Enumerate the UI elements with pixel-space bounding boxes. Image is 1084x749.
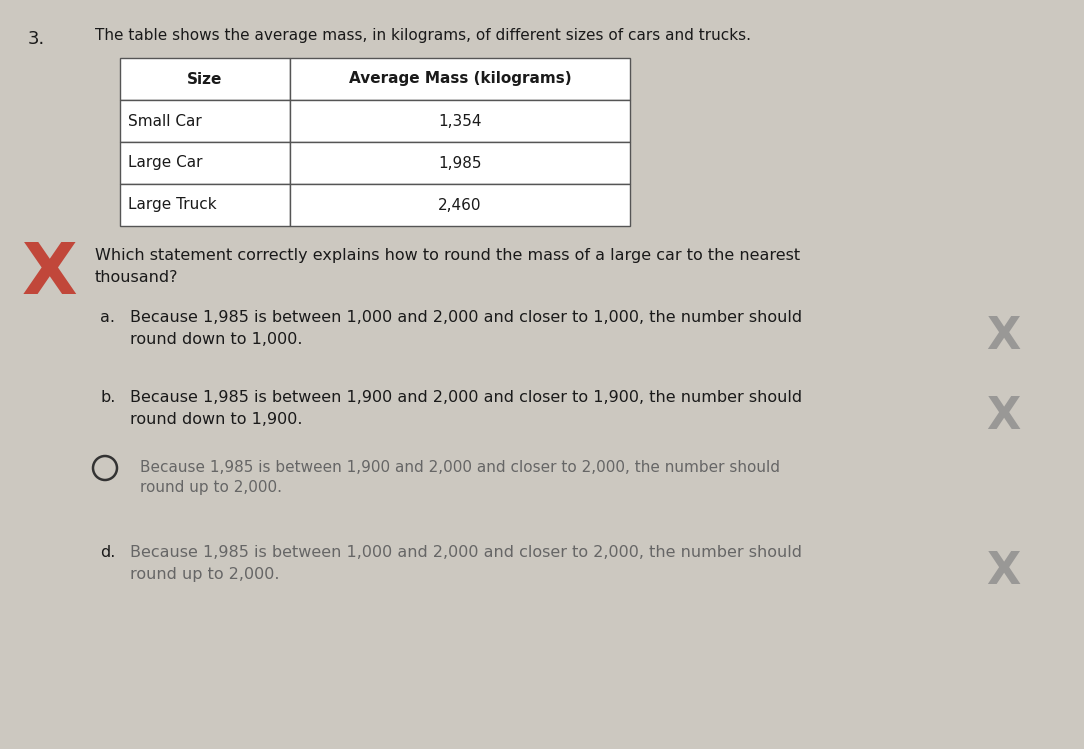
Text: round up to 2,000.: round up to 2,000. [140, 480, 282, 495]
Bar [120, 142, 291, 184]
Text: Which statement correctly explains how to round the mass of a large car to the n: Which statement correctly explains how t… [95, 248, 800, 263]
Text: Because 1,985 is between 1,000 and 2,000 and closer to 1,000, the number should: Because 1,985 is between 1,000 and 2,000… [130, 310, 802, 325]
Text: Because 1,985 is between 1,000 and 2,000 and closer to 2,000, the number should: Because 1,985 is between 1,000 and 2,000… [130, 545, 802, 560]
Text: Large Car: Large Car [128, 156, 203, 171]
Text: X: X [22, 240, 78, 309]
Text: Because 1,985 is between 1,900 and 2,000 and closer to 2,000, the number should: Because 1,985 is between 1,900 and 2,000… [140, 460, 780, 475]
Bar [291, 184, 630, 226]
Text: Size: Size [188, 71, 222, 86]
Bar [120, 58, 291, 100]
Text: b.: b. [100, 390, 115, 405]
Text: X: X [985, 315, 1020, 358]
Bar [291, 58, 630, 100]
Text: Because 1,985 is between 1,900 and 2,000 and closer to 1,900, the number should: Because 1,985 is between 1,900 and 2,000… [130, 390, 802, 405]
Text: round up to 2,000.: round up to 2,000. [130, 567, 280, 582]
Text: X: X [985, 550, 1020, 593]
Text: 1,354: 1,354 [438, 114, 481, 129]
Text: 3.: 3. [28, 30, 46, 48]
Text: d.: d. [100, 545, 115, 560]
Text: The table shows the average mass, in kilograms, of different sizes of cars and t: The table shows the average mass, in kil… [95, 28, 751, 43]
Text: round down to 1,000.: round down to 1,000. [130, 332, 302, 347]
Text: 1,985: 1,985 [438, 156, 481, 171]
Text: Small Car: Small Car [128, 114, 202, 129]
Text: thousand?: thousand? [95, 270, 179, 285]
Text: 2,460: 2,460 [438, 198, 481, 213]
Bar [291, 100, 630, 142]
Text: X: X [985, 395, 1020, 438]
Bar [291, 142, 630, 184]
Text: Large Truck: Large Truck [128, 198, 217, 213]
Text: a.: a. [100, 310, 115, 325]
Text: Average Mass (kilograms): Average Mass (kilograms) [349, 71, 571, 86]
Text: round down to 1,900.: round down to 1,900. [130, 412, 302, 427]
Bar [120, 184, 291, 226]
Bar [120, 100, 291, 142]
